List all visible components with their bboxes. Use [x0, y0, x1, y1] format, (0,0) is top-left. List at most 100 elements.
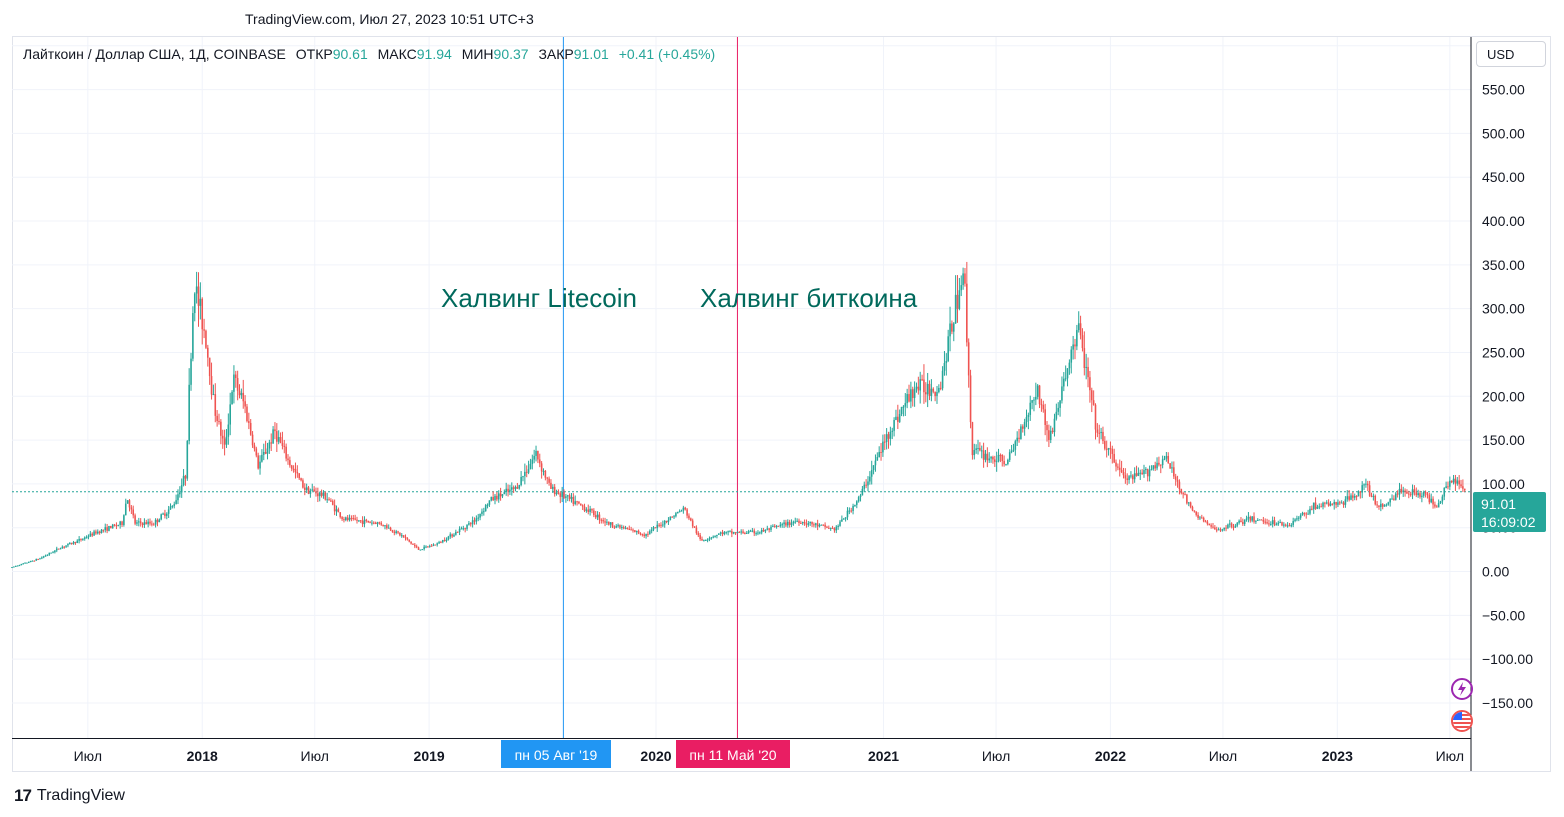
candle-body — [1339, 502, 1341, 504]
candle-body — [910, 389, 912, 402]
candle-body — [1070, 349, 1073, 363]
tradingview-logo[interactable]: 17 TradingView — [14, 786, 125, 806]
candle-body — [552, 486, 554, 489]
candle-body — [1167, 455, 1170, 464]
ohlc-legend: Лайткоин / Доллар США, 1Д, COINBASE ОТКР… — [23, 46, 715, 62]
candle-body — [208, 357, 211, 377]
price-tick-label: 150.00 — [1482, 432, 1525, 448]
time-tick-label: 2022 — [1095, 748, 1126, 764]
candle-body — [1132, 475, 1134, 480]
candle-body — [387, 527, 390, 529]
candle-body — [48, 552, 51, 555]
candle-body — [430, 545, 433, 547]
candle-body — [1217, 529, 1220, 531]
candle-body — [555, 492, 558, 495]
time-tick-label: Июл — [1436, 748, 1464, 764]
candle-body — [80, 538, 82, 540]
candle-body — [451, 534, 453, 537]
candle-body — [822, 524, 825, 526]
candle-body — [1359, 491, 1362, 493]
candle-body — [820, 524, 823, 526]
candle-body — [1100, 431, 1102, 434]
candle-body — [680, 510, 683, 512]
candle-body — [52, 552, 54, 554]
candle-body — [1383, 505, 1386, 507]
candles — [11, 261, 1466, 569]
candle-body — [969, 375, 972, 423]
candle-body — [1307, 513, 1309, 515]
candle-body — [37, 559, 39, 561]
candle-body — [837, 525, 839, 527]
candle-body — [921, 379, 923, 381]
candle-body — [16, 565, 19, 567]
candle-body — [1408, 493, 1410, 495]
candle-body — [248, 421, 250, 423]
candle-body — [1460, 484, 1462, 487]
candle-body — [697, 533, 700, 536]
candle-body — [473, 520, 476, 522]
symbol-description: Лайткоин / Доллар США, 1Д, COINBASE — [23, 46, 286, 62]
candle-body — [1458, 480, 1460, 485]
candle-body — [1450, 480, 1453, 483]
candle-body — [393, 531, 396, 533]
candle-body — [995, 461, 998, 463]
candle-body — [572, 496, 575, 504]
candle-body — [1234, 525, 1237, 528]
candle-body — [111, 524, 114, 529]
candle-body — [1437, 503, 1440, 508]
candle-body — [195, 286, 198, 294]
candle-body — [859, 495, 862, 498]
candle-body — [1109, 448, 1112, 450]
candle-body — [1428, 495, 1431, 503]
candle-body — [42, 556, 45, 558]
us-flag-icon[interactable] — [1451, 710, 1473, 732]
candle-body — [318, 492, 321, 497]
bitcoin-halving-label: Халвинг биткоина — [700, 283, 918, 313]
candle-body — [477, 517, 480, 519]
candle-body — [671, 516, 673, 518]
candle-body — [1098, 432, 1101, 434]
candle-body — [1294, 519, 1296, 522]
candle-body — [1038, 385, 1041, 405]
candle-body — [1288, 525, 1291, 527]
candle-body — [192, 313, 194, 359]
candle-body — [1059, 400, 1061, 408]
candle-body — [1122, 472, 1125, 476]
currency-button[interactable]: USD — [1476, 41, 1546, 67]
time-tick-label: Июл — [1209, 748, 1237, 764]
candle-body — [221, 435, 224, 439]
candle-body — [305, 487, 308, 490]
candle-body — [1031, 400, 1033, 403]
candle-body — [162, 513, 164, 515]
candle-body — [328, 499, 330, 501]
candle-body — [980, 450, 983, 452]
candle-body — [1406, 491, 1408, 494]
candle-body — [699, 535, 701, 539]
candle-body — [1348, 496, 1350, 500]
candle-body — [598, 514, 601, 520]
lightning-icon[interactable] — [1451, 678, 1473, 700]
candle-body — [1411, 489, 1414, 495]
candle-body — [1208, 523, 1211, 526]
candle-body — [296, 472, 299, 474]
time-tick-label: Июл — [301, 748, 329, 764]
candle-body — [268, 442, 271, 449]
candle-body — [33, 560, 36, 562]
candle-body — [481, 511, 483, 514]
candle-body — [352, 517, 355, 519]
candle-body — [1201, 517, 1203, 519]
time-tick-label: 2018 — [187, 748, 218, 764]
candle-body — [1376, 504, 1378, 506]
candle-body — [315, 491, 317, 494]
candle-body — [759, 532, 761, 534]
candle-body — [255, 448, 258, 456]
candle-body — [755, 533, 757, 535]
candle-body — [1463, 488, 1466, 491]
candle-body — [311, 489, 314, 491]
candle-body — [729, 531, 731, 533]
candle-body — [548, 478, 550, 483]
candle-body — [589, 508, 591, 512]
candle-body — [345, 517, 347, 521]
candle-body — [538, 459, 541, 464]
